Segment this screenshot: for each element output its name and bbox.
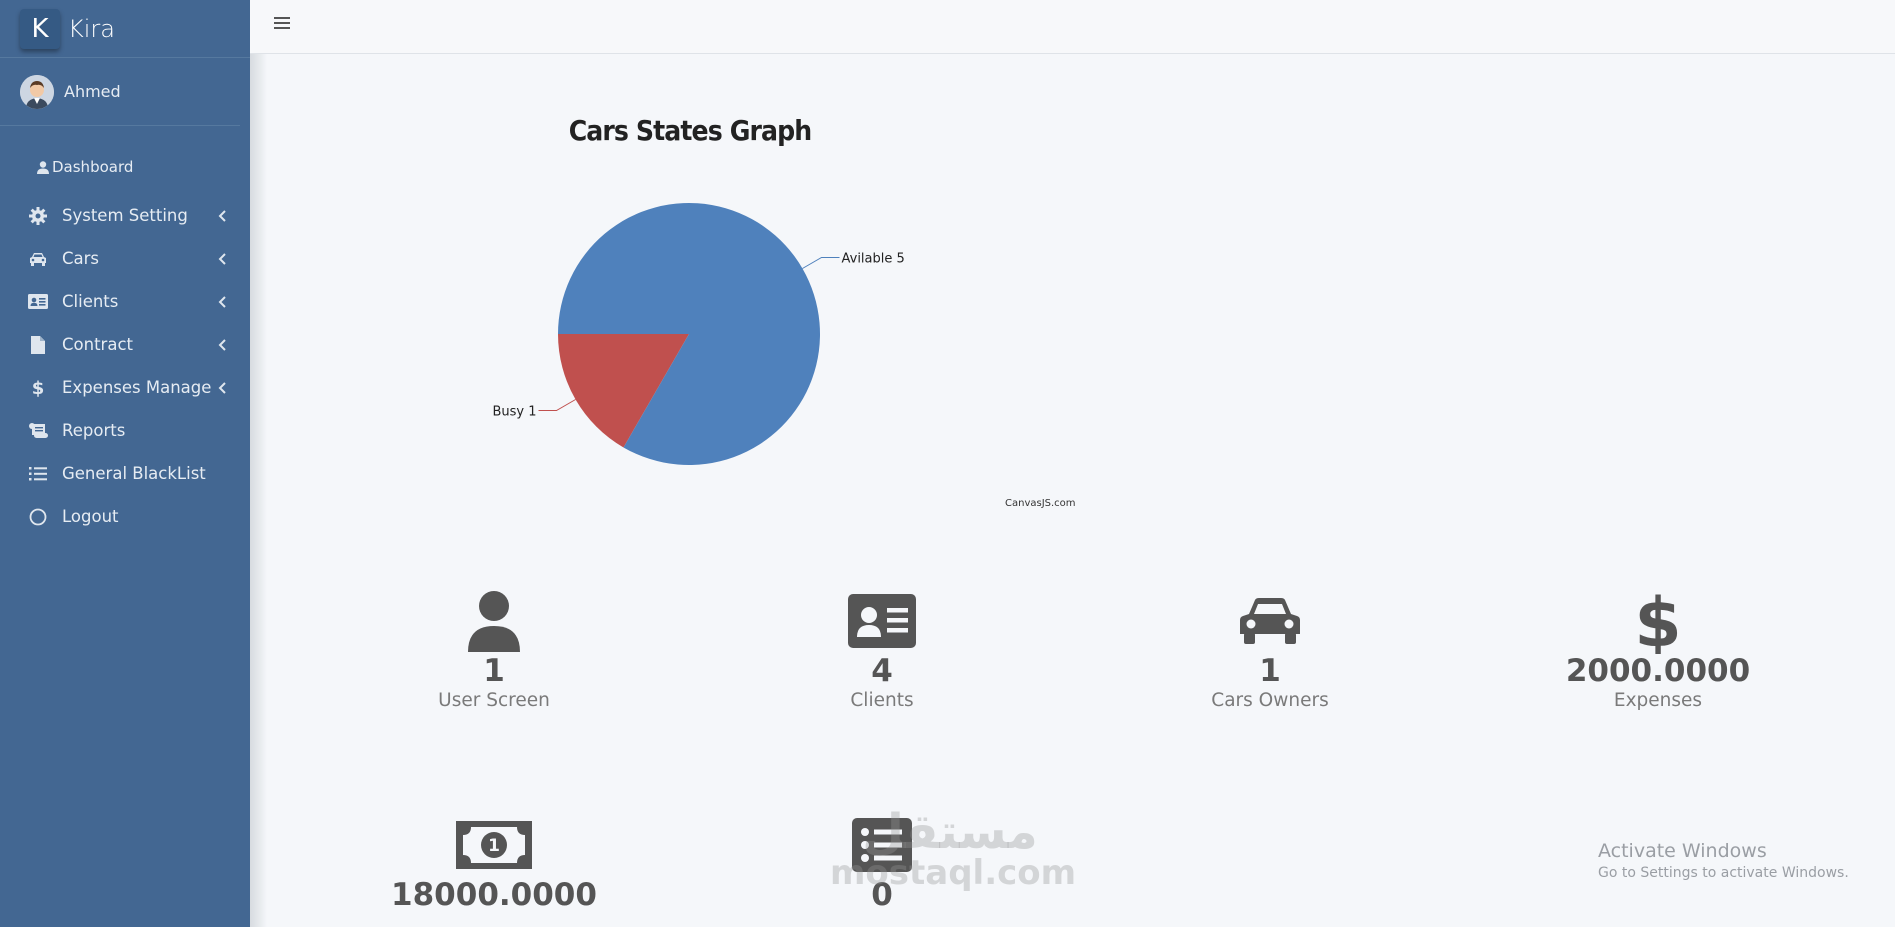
stat-user-screen: 1 User Screen [344,588,644,711]
sidebar-item-label: Cars [62,249,100,268]
sidebar-item-label: Reports [62,421,126,440]
file-icon [28,335,48,355]
pie-label: Avilable 5 [842,252,905,267]
chart-title: Cars States Graph [568,114,813,147]
scroll-icon [28,421,48,441]
list-icon [28,464,48,484]
gear-icon [28,206,48,226]
activate-title: Activate Windows [1598,840,1767,862]
brand[interactable]: K Kira [0,0,250,58]
stat-expenses: $ 2000.0000 Expenses [1508,588,1808,711]
pie-slice-busy[interactable] [558,334,689,448]
top-bar [250,0,1895,54]
sidebar-item-reports[interactable]: Reports [0,409,250,452]
car-icon [1120,588,1420,654]
sidebar-item-label: System Setting [62,206,188,225]
watermark-arabic: مستقل [862,804,1038,860]
money-bill-icon: 1 [344,812,644,878]
chevron-left-icon [216,295,228,308]
chevron-left-icon [216,209,228,222]
pie-chart: Busy 1 Avilable 5 [492,203,905,465]
stat-value: 2000.0000 [1565,653,1751,689]
chart-credit[interactable]: CanvasJS.com [1005,498,1076,509]
pie-label-line [802,257,840,269]
chevron-left-icon [216,338,228,351]
stat-label: Clients [850,690,914,712]
svg-text:$: $ [1636,588,1680,654]
sidebar-item-expenses-manage[interactable]: $ Expenses Manage [0,366,250,409]
pie-slice-avilable[interactable] [558,203,820,465]
user-panel[interactable]: Ahmed [0,58,240,126]
chevron-left-icon [216,252,228,265]
user-icon [36,157,50,177]
sidebar-item-label: General BlackList [62,464,206,483]
stat-value: 0 [871,877,893,913]
svg-text:1: 1 [488,836,500,856]
stat-label: Cars Owners [1211,690,1329,712]
stat-revenue: 1 18000.0000 [344,812,644,912]
sidebar-item-dashboard[interactable]: Dashboard [0,148,250,186]
chevron-left-icon [216,381,228,394]
svg-text:$: $ [32,378,44,398]
pie-label: Busy 1 [492,405,536,420]
sidebar-item-cars[interactable]: Cars [0,237,250,280]
sidebar-item-contract[interactable]: Contract [0,323,250,366]
activate-windows-notice: Activate Windows Go to Settings to activ… [1598,840,1849,881]
cars-states-chart: Cars States Graph Busy 1 Avilable 5 Canva… [460,100,1080,520]
id-card-icon [28,292,48,312]
stat-label: User Screen [438,690,550,712]
stat-clients: 4 Clients [732,588,1032,711]
list-alt-icon [732,812,1032,878]
brand-name: Kira [68,14,115,43]
sidebar-item-general-blacklist[interactable]: General BlackList [0,452,250,495]
stat-label: Expenses [1613,690,1703,712]
sidebar-item-system-setting[interactable]: System Setting [0,194,250,237]
dollar-icon: $ [1508,588,1808,654]
activate-subtitle: Go to Settings to activate Windows. [1598,865,1849,881]
user-icon [344,588,644,654]
car-icon [28,249,48,269]
stat-cars-owners: 1 Cars Owners [1120,588,1420,711]
stat-value: 1 [483,653,505,689]
stat-value: 1 [1259,653,1281,689]
sidebar-item-label: Logout [62,507,119,526]
stat-value: 4 [871,653,893,689]
sidebar-item-logout[interactable]: Logout [0,495,250,538]
sidebar: K Kira Ahmed Dashboard System Settin [0,0,250,927]
sidebar-item-label: Contract [62,335,133,354]
avatar [20,74,54,109]
stat-blacklist: 0 [732,812,1032,912]
sidebar-shadow [250,0,267,927]
sidebar-nav: Dashboard System Setting Cars Clients [0,148,250,538]
sidebar-item-label: Expenses Manage [62,378,212,397]
stat-value: 18000.0000 [391,877,597,913]
user-name: Ahmed [64,82,121,101]
sidebar-item-label: Clients [62,292,119,311]
brand-logo: K [20,8,60,49]
watermark: مستقل mostaql.com [830,804,1077,893]
pie-label-line [538,399,576,411]
id-card-icon [732,588,1032,654]
dollar-icon: $ [28,378,48,398]
menu-toggle-icon[interactable] [274,15,290,31]
sidebar-item-label: Dashboard [52,158,134,176]
circle-icon [28,507,48,527]
watermark-domain: mostaql.com [830,853,1077,893]
sidebar-item-clients[interactable]: Clients [0,280,250,323]
